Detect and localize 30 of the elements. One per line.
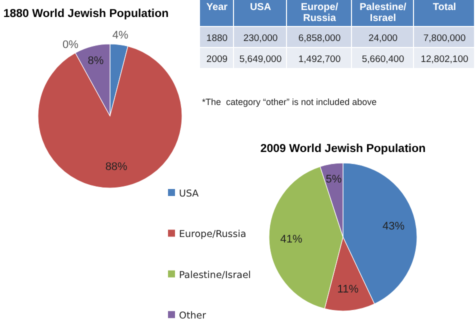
text: 230,000 [243,33,278,44]
legend-label: USA [179,188,200,200]
text: 7,800,000 [423,33,466,44]
data-label: 4% [112,30,128,42]
data-label: 43% [382,220,405,233]
text: 1,492,700 [298,54,341,65]
category-label: 2009 [206,54,228,65]
chart-title: 1880 World Jewish Population [3,8,169,20]
data-label: 11% [337,284,359,296]
data-label: 41% [280,234,302,246]
chart-title: 2009 World Jewish Population [260,143,426,155]
category-label: USA [250,2,272,13]
legend-label: Europe/Russia [179,229,246,240]
category-label: Year [206,2,228,13]
data-label: 5% [326,174,342,186]
text: 0% [62,39,78,52]
data-label: 8% [88,55,104,68]
text: 6,858,000 [298,33,341,44]
text: 5,660,400 [362,54,404,65]
data-label: 88% [105,161,128,174]
text: 12,802,100 [420,54,468,65]
legend-label: Other [179,310,206,322]
category-label: Palestine/Israel [360,2,407,24]
text: *The category “other” is not included above [202,97,377,107]
text: 5,649,000 [239,54,282,65]
text: 24,000 [368,33,398,44]
legend-label: Palestine/Israel [179,270,251,281]
category-label: Europe/Russia [300,2,338,24]
category-label: Total [432,2,456,13]
category-label: 1880 [206,33,228,44]
